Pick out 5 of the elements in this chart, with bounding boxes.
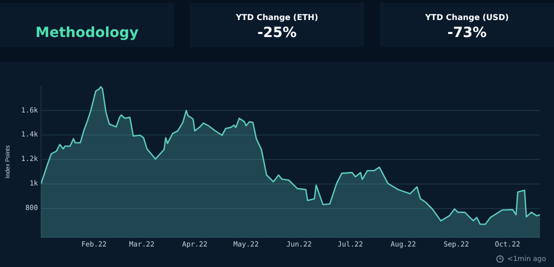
text: YTD Change (USD) — [424, 13, 510, 23]
text: YTD Change (ETH) — [234, 13, 320, 23]
text: Methodology — [34, 25, 140, 41]
text: -25% — [256, 25, 298, 41]
text: -73% — [446, 25, 488, 41]
